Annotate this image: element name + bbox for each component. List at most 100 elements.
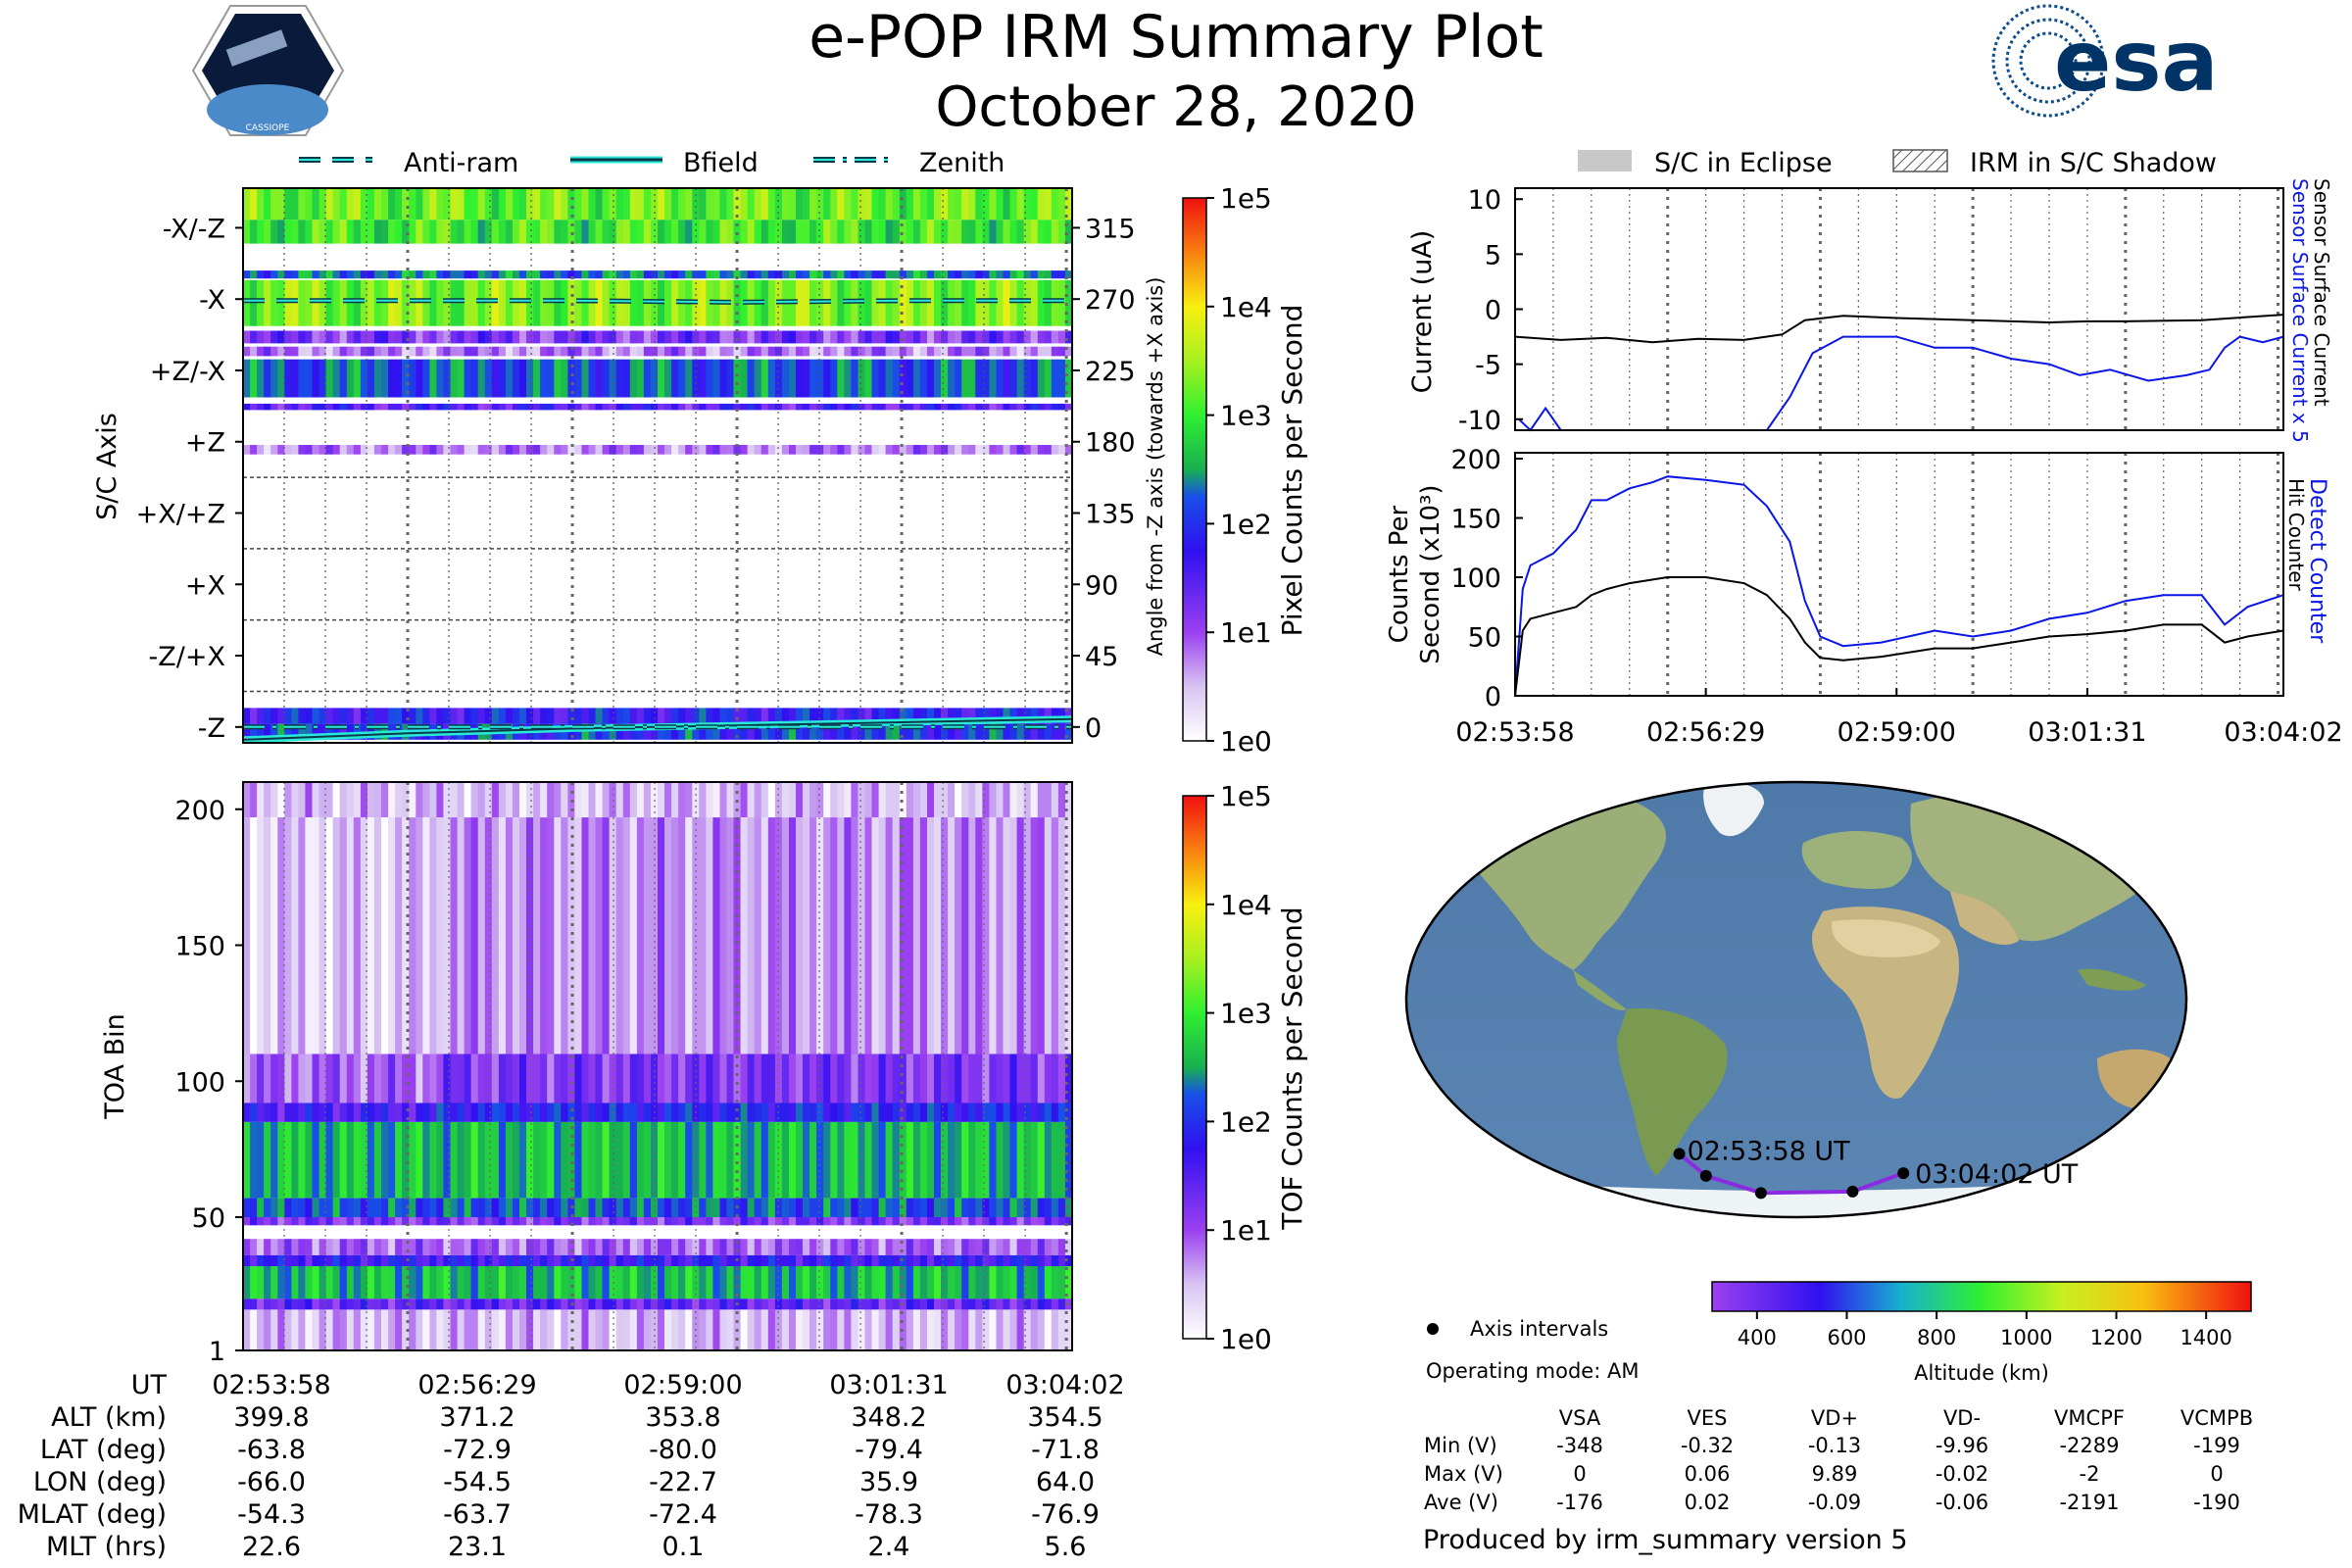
tof-band-cell xyxy=(477,782,486,818)
tof-band-cell xyxy=(1023,1266,1032,1299)
tof-band-cell xyxy=(339,1309,348,1350)
tof-band-cell xyxy=(685,1309,693,1350)
pixel-band-cell xyxy=(581,359,590,398)
pixel-band-cell xyxy=(257,403,265,411)
tof-band-cell xyxy=(629,1054,638,1103)
tof-band-cell xyxy=(264,1121,271,1199)
tof-band-cell xyxy=(443,1102,451,1122)
tof-band-cell xyxy=(678,1102,686,1122)
tof-band-cell xyxy=(443,782,451,818)
tof-band-cell xyxy=(491,1121,500,1199)
pixel-band-cell xyxy=(996,723,1004,740)
pixel-band-cell xyxy=(291,445,299,455)
pixel-band-cell xyxy=(470,445,479,455)
pixel-band-cell xyxy=(934,359,942,398)
pixel-band-cell xyxy=(760,279,769,326)
pixel-band-cell xyxy=(968,188,976,220)
tof-band-cell xyxy=(243,1217,251,1226)
tof-band-cell xyxy=(968,1217,976,1226)
tof-band-cell xyxy=(526,1254,534,1266)
tof-band-cell xyxy=(726,1254,735,1266)
tof-band-cell xyxy=(533,1102,541,1122)
tof-band-cell xyxy=(885,1266,894,1299)
tof-band-cell xyxy=(588,1298,597,1310)
tof-band-cell xyxy=(318,1217,327,1226)
tof-band-cell xyxy=(781,1198,790,1217)
pixel-band-cell xyxy=(864,188,873,220)
tof-band-cell xyxy=(837,1298,845,1310)
pixel-band-cell xyxy=(948,188,956,220)
tof-band-cell xyxy=(318,817,327,1054)
tof-band-cell xyxy=(547,1198,555,1217)
tof-band-cell xyxy=(554,1121,562,1199)
tof-band-cell xyxy=(706,817,713,1054)
pixel-band-cell xyxy=(809,346,817,357)
tof-band-cell xyxy=(547,782,555,818)
ephemeris-cell: 35.9 xyxy=(859,1467,918,1497)
pixel-band-cell xyxy=(346,220,355,244)
tof-band-cell xyxy=(622,1309,631,1350)
tof-band-cell xyxy=(864,1198,873,1217)
pixel-band-cell xyxy=(1003,708,1011,724)
tof-band-cell xyxy=(367,1102,375,1122)
tof-band-cell xyxy=(318,1309,327,1350)
tof-band-cell xyxy=(360,1198,368,1217)
pixel-band-cell xyxy=(1009,330,1018,344)
tof-band-cell xyxy=(864,1309,873,1350)
pixel-band-cell xyxy=(948,445,956,455)
pixel-band-cell xyxy=(477,403,486,411)
tof-band-cell xyxy=(760,817,769,1054)
tof-band-cell xyxy=(878,817,887,1054)
pixel-axis-label: +X/+Z xyxy=(136,500,225,530)
tof-band-cell xyxy=(982,1121,990,1199)
pixel-band-cell xyxy=(899,359,907,398)
pixel-band-cell xyxy=(588,270,597,279)
ephemeris-cell: 2.4 xyxy=(868,1532,910,1562)
tof-band-cell xyxy=(325,1121,334,1199)
pixel-band-cell xyxy=(885,708,894,724)
tof-band-cell xyxy=(567,1102,575,1122)
pixel-band-cell xyxy=(989,708,997,724)
pixel-band-cell xyxy=(941,723,949,740)
tof-band-cell xyxy=(547,817,555,1054)
counters-xtick-label: 03:01:31 xyxy=(2028,717,2146,748)
pixel-band-cell xyxy=(318,330,327,344)
tof-band-cell xyxy=(1016,1054,1025,1103)
tof-band-cell xyxy=(774,1054,783,1103)
pixel-band-cell xyxy=(767,279,776,326)
pixel-band-cell xyxy=(871,708,880,724)
tof-band-cell xyxy=(774,1298,783,1310)
pixel-band-cell xyxy=(871,403,880,411)
tof-band-cell xyxy=(332,1054,341,1103)
tof-band-cell xyxy=(1030,1217,1039,1226)
pixel-band-cell xyxy=(457,220,466,244)
tof-band-cell xyxy=(927,1217,935,1226)
tof-band-cell xyxy=(760,1054,769,1103)
current-ytick-label: -5 xyxy=(1475,351,1501,381)
pixel-band-cell xyxy=(402,445,410,455)
tof-band-cell xyxy=(526,1198,534,1217)
tof-band-cell xyxy=(671,1239,679,1255)
pixel-band-cell xyxy=(774,270,783,279)
pixel-band-cell xyxy=(312,445,320,455)
pixel-band-cell xyxy=(1057,403,1066,411)
pixel-band-cell xyxy=(491,330,500,344)
pixel-band-cell xyxy=(941,359,949,398)
tof-band-cell xyxy=(892,1054,901,1103)
tof-band-cell xyxy=(871,1309,880,1350)
tof-band-cell xyxy=(1009,1054,1018,1103)
tof-band-cell xyxy=(270,782,278,818)
pixel-band-cell xyxy=(477,188,486,220)
pixel-band-cell xyxy=(1016,359,1025,398)
tof-band-cell xyxy=(250,782,258,818)
pixel-band-cell xyxy=(1044,708,1053,724)
pixel-band-cell xyxy=(360,346,368,357)
tof-band-cell xyxy=(934,1121,942,1199)
tof-band-cell xyxy=(513,782,520,818)
pixel-band-cell xyxy=(796,270,804,279)
pixel-band-cell xyxy=(305,270,313,279)
colorbar-tick-label: 1e5 xyxy=(1220,780,1272,812)
pixel-band-cell xyxy=(864,359,873,398)
tof-band-cell xyxy=(754,1217,762,1226)
